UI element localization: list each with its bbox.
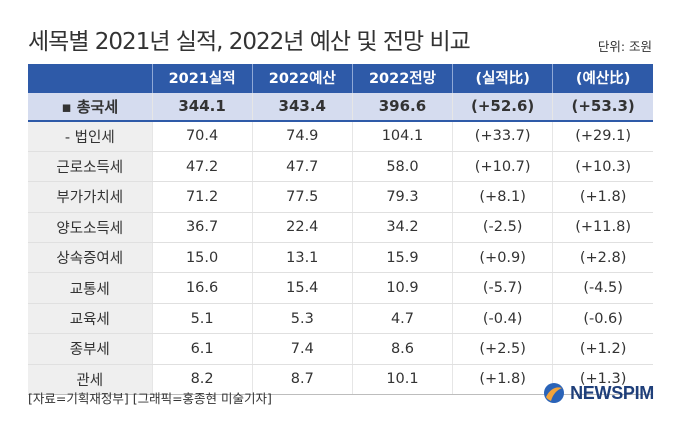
table-row: - 법인세 70.4 74.9 104.1 (+33.7) (+29.1) xyxy=(28,121,653,152)
row-label: ▪ 총국세 xyxy=(28,91,153,122)
row-label: 근로소득세 xyxy=(28,151,153,183)
row-label: 양도소득세 xyxy=(28,212,153,244)
table-cell: (+10.3) xyxy=(552,151,653,183)
table-cell: 70.4 xyxy=(152,121,253,152)
total-row: ▪ 총국세 344.1 343.4 396.6 (+52.6) (+53.3) xyxy=(28,91,653,122)
table-cell: 47.2 xyxy=(152,151,253,183)
table-cell: 8.2 xyxy=(152,364,253,396)
table-cell: (+1.8) xyxy=(452,364,554,396)
table-row: 부가가치세 71.2 77.5 79.3 (+8.1) (+1.8) xyxy=(28,181,653,213)
header-cell: 2022예산 xyxy=(252,64,353,92)
table-cell: 344.1 xyxy=(152,91,253,122)
newspim-logo-icon xyxy=(544,383,565,403)
table-cell: (+1.2) xyxy=(552,333,653,365)
table-cell: 4.7 xyxy=(352,303,454,335)
table-cell: 74.9 xyxy=(252,121,353,152)
table-cell: 10.9 xyxy=(352,272,454,304)
table-cell: (+0.9) xyxy=(452,242,554,274)
tax-comparison-table: 2021실적 2022예산 2022전망 (실적比) (예산比) ▪ 총국세 3… xyxy=(28,64,653,396)
table-cell: (-5.7) xyxy=(452,272,554,304)
unit-label: 단위: 조원 xyxy=(597,39,652,54)
table-cell: 36.7 xyxy=(152,212,253,244)
table-cell: (+1.3) xyxy=(552,364,653,396)
row-label: 관세 xyxy=(28,364,153,396)
header-cell: 2021실적 xyxy=(152,64,253,92)
table-cell: (-2.5) xyxy=(452,212,554,244)
table-row: 양도소득세 36.7 22.4 34.2 (-2.5) (+11.8) xyxy=(28,212,653,244)
row-label: - 법인세 xyxy=(28,121,153,152)
table-cell: (+10.7) xyxy=(452,151,554,183)
table-cell: 15.4 xyxy=(252,272,353,304)
page-title: 세목별 2021년 실적, 2022년 예산 및 전망 비교 xyxy=(28,29,471,55)
table-cell: 58.0 xyxy=(352,151,454,183)
table-cell: 8.6 xyxy=(352,333,454,365)
table-cell: 7.4 xyxy=(252,333,353,365)
table-cell: (+33.7) xyxy=(452,121,554,152)
table-cell: (-0.6) xyxy=(552,303,653,335)
table-cell: (-0.4) xyxy=(452,303,554,335)
header-cell: (예산比) xyxy=(552,64,653,92)
table-cell: 5.1 xyxy=(152,303,253,335)
table-header-row: 2021실적 2022예산 2022전망 (실적比) (예산比) xyxy=(28,64,653,92)
table-cell: 22.4 xyxy=(252,212,353,244)
table-cell: (+52.6) xyxy=(452,91,554,122)
table-row: 근로소득세 47.2 47.7 58.0 (+10.7) (+10.3) xyxy=(28,151,653,183)
table-cell: 6.1 xyxy=(152,333,253,365)
table-cell: (+29.1) xyxy=(552,121,653,152)
table-row: 종부세 6.1 7.4 8.6 (+2.5) (+1.2) xyxy=(28,333,653,365)
table-cell: (+2.5) xyxy=(452,333,554,365)
table-cell: 34.2 xyxy=(352,212,454,244)
table-cell: 47.7 xyxy=(252,151,353,183)
table-cell: 13.1 xyxy=(252,242,353,274)
table-cell: 16.6 xyxy=(152,272,253,304)
table-cell: 79.3 xyxy=(352,181,454,213)
logo-text: NEWSPIM xyxy=(570,382,654,403)
header-cell: (실적比) xyxy=(452,64,554,92)
table-cell: 10.1 xyxy=(352,364,454,396)
row-label: 종부세 xyxy=(28,333,153,365)
table-cell: (+8.1) xyxy=(452,181,554,213)
newspim-logo: NEWSPIM xyxy=(543,382,654,404)
table-cell: (-4.5) xyxy=(552,272,653,304)
table-cell: 396.6 xyxy=(352,91,454,122)
table-cell: 8.7 xyxy=(252,364,353,396)
header-cell: 2022전망 xyxy=(352,64,454,92)
table-cell: 71.2 xyxy=(152,181,253,213)
table-cell: 5.3 xyxy=(252,303,353,335)
table-row: 관세 8.2 8.7 10.1 (+1.8) (+1.3) xyxy=(28,364,653,396)
source-credit: [자료=기획재정부] [그래픽=홍종현 미술기자] xyxy=(28,391,272,406)
table-cell: (+2.8) xyxy=(552,242,653,274)
row-label: 상속증여세 xyxy=(28,242,153,274)
table-cell: 343.4 xyxy=(252,91,353,122)
table-cell: (+11.8) xyxy=(552,212,653,244)
row-label: 교통세 xyxy=(28,272,153,304)
table-row: 교육세 5.1 5.3 4.7 (-0.4) (-0.6) xyxy=(28,303,653,335)
row-label: 부가가치세 xyxy=(28,181,153,213)
table-cell: 15.0 xyxy=(152,242,253,274)
row-label: 교육세 xyxy=(28,303,153,335)
table-cell: (+1.8) xyxy=(552,181,653,213)
table-row: 교통세 16.6 15.4 10.9 (-5.7) (-4.5) xyxy=(28,272,653,304)
table-cell: 104.1 xyxy=(352,121,454,152)
header-cell xyxy=(28,64,153,92)
table-cell: 77.5 xyxy=(252,181,353,213)
table-row: 상속증여세 15.0 13.1 15.9 (+0.9) (+2.8) xyxy=(28,242,653,274)
table-cell: (+53.3) xyxy=(552,91,653,122)
table-cell: 15.9 xyxy=(352,242,454,274)
